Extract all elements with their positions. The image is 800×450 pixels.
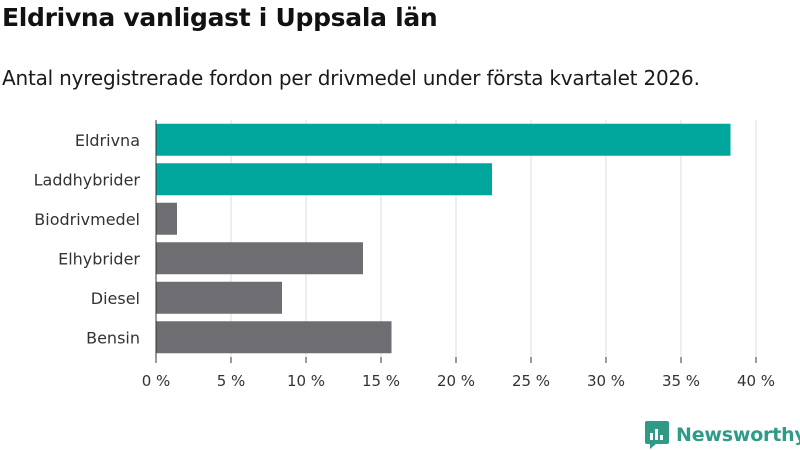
brand-logo: Newsworthy (644, 420, 800, 450)
bar-bensin (156, 321, 392, 354)
chart-title: Eldrivna vanligast i Uppsala län (2, 3, 438, 32)
x-axis: 0 % 5 % 10 % 15 % 20 % 25 % 30 % 35 % 40 % (142, 120, 775, 390)
category-label: Eldrivna (75, 131, 140, 150)
bar-biodrivmedel (156, 202, 177, 235)
x-tick-label: 30 % (587, 372, 625, 390)
bar-elhybrider (156, 242, 363, 275)
bars (156, 123, 731, 354)
bar-diesel (156, 281, 282, 314)
brand-name: Newsworthy (676, 424, 800, 446)
x-tick-label: 10 % (287, 372, 325, 390)
x-tick-label: 5 % (217, 372, 246, 390)
category-label: Elhybrider (58, 249, 140, 268)
category-label: Diesel (91, 289, 140, 308)
x-tick-label: 0 % (142, 372, 171, 390)
category-label: Biodrivmedel (34, 210, 140, 229)
chart-subtitle: Antal nyregistrerade fordon per drivmede… (2, 66, 700, 90)
newsworthy-logo-icon (645, 421, 669, 449)
category-label: Laddhybrider (34, 170, 141, 189)
category-label: Bensin (86, 328, 140, 347)
x-tick-label: 40 % (737, 372, 775, 390)
bar-laddhybrider (156, 163, 492, 196)
x-tick-label: 35 % (662, 372, 700, 390)
grid-lines (230, 120, 757, 357)
x-tick-label: 20 % (437, 372, 475, 390)
bar-eldrivna (156, 123, 731, 156)
x-tick-label: 25 % (512, 372, 550, 390)
x-tick-label: 15 % (362, 372, 400, 390)
category-labels: Eldrivna Laddhybrider Biodrivmedel Elhybrid… (34, 131, 141, 348)
